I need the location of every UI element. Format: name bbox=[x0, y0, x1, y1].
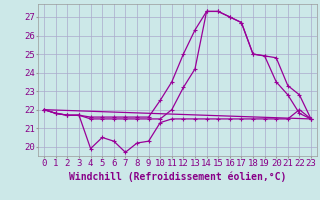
X-axis label: Windchill (Refroidissement éolien,°C): Windchill (Refroidissement éolien,°C) bbox=[69, 171, 286, 182]
